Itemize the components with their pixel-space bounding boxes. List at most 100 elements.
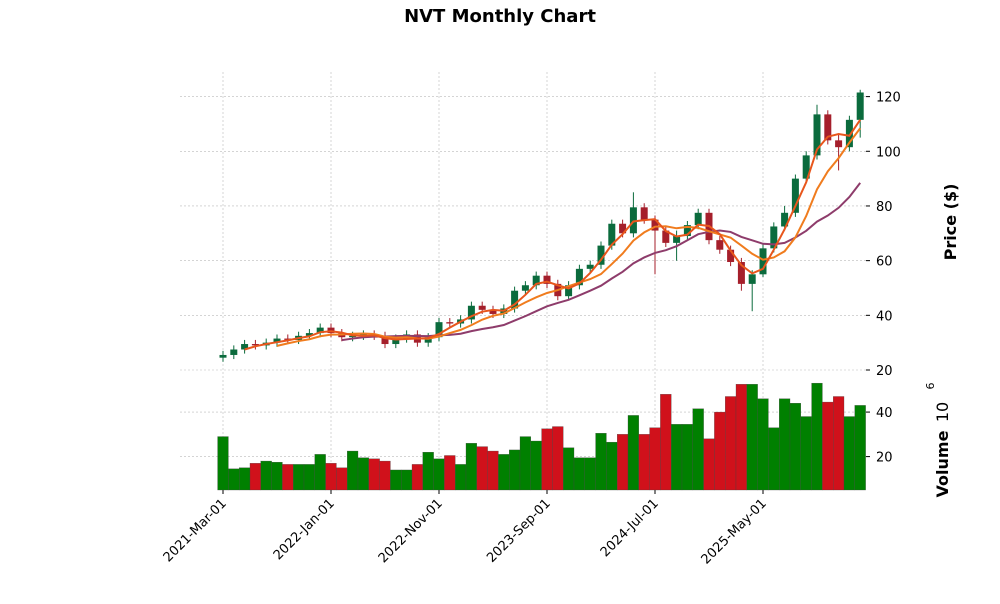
candle-body [662,230,670,243]
chart-title: NVT Monthly Chart [404,6,596,27]
candle-body [608,223,616,246]
volume-bar [638,434,650,491]
volume-bar [671,424,683,491]
volume-bar [239,467,251,491]
candle-body [716,240,724,250]
volume-bar [519,436,531,491]
candle-body [748,274,756,284]
y-tick-label: 100 [876,145,901,160]
candle-body [575,268,583,286]
x-tick-label: 2023-Sep-01 [484,496,554,566]
x-tick-label: 2022-Nov-01 [376,496,446,566]
volume-bar [379,460,391,491]
volume-bar [714,411,726,491]
candle-body [543,275,551,284]
volume-bar [433,458,445,491]
volume-bar [314,454,326,491]
candle-body [586,264,594,269]
y-tick-label: 60 [876,255,893,270]
y-tick-label: 20 [876,451,893,466]
candle-body [489,309,497,314]
candle-body [813,114,821,156]
volume-bar [530,440,542,491]
candle-body [694,212,702,226]
volume-bar [843,416,855,491]
candle-body [424,337,432,343]
candle-body [511,290,519,309]
volume-bar [541,428,553,491]
volume-bar [357,457,369,491]
y-tick-label: 80 [876,200,893,215]
volume-bar [735,384,747,491]
candle-body [241,344,249,350]
volume-bar [303,464,315,491]
volume-bar [260,460,272,491]
volume-axis-label: Volume [933,430,952,497]
candle-body [824,114,832,141]
y-tick-label: 40 [876,309,893,324]
volume-bar [293,464,305,491]
volume-bar [411,464,423,491]
candle-body [619,223,627,234]
moving-average-line [276,127,861,347]
volume-bar [584,457,596,491]
volume-bar [509,449,521,491]
candle-body [230,349,238,355]
y-tick-label: 40 [876,406,893,421]
candle-body [251,344,259,346]
volume-bar [854,405,866,491]
volume-bar [833,396,845,491]
candle-body [683,225,691,237]
x-tick-label: 2022-Jan-01 [271,496,338,563]
candle-body [565,285,573,297]
volume-bar [725,396,737,491]
candle-body [673,236,681,243]
volume-bar [498,454,510,491]
volume-scale: 10 [933,402,952,422]
volume-bar [552,426,564,491]
candle-body [316,327,324,334]
moving-average-line [244,119,862,351]
volume-bar [779,398,791,491]
volume-bar [217,436,229,491]
candle-body [770,226,778,249]
x-tick-label: 2024-Jul-01 [598,496,662,560]
volume-bar [455,464,467,491]
volume-bar [800,416,812,491]
volume-bar [822,401,834,491]
candle-body [392,338,400,345]
volume-bar [487,450,499,491]
x-tick-label: 2025-May-01 [699,496,770,567]
volume-bar [746,384,758,491]
candle-body [284,338,292,340]
y-tick-label: 20 [876,364,893,379]
x-tick-label: 2021-Mar-01 [161,496,230,565]
volume-bar [649,427,661,491]
volume-bar [325,463,337,491]
candle-body [467,305,475,320]
volume-bar [401,469,413,491]
candle-body [845,119,853,148]
volume-bar [563,447,575,491]
y-tick-label: 120 [876,91,901,106]
volume-bar [422,452,434,491]
volume-bar [347,450,359,491]
volume-bar [573,457,585,491]
candle-body [305,333,313,336]
volume-bar [595,433,607,491]
candle-body [446,322,454,324]
volume-bar [811,382,823,491]
volume-bar [617,434,629,491]
candle-body [651,219,659,231]
candle-body [791,178,799,213]
candle-body [349,335,357,338]
volume-bar [271,462,283,491]
candle-body [532,275,540,286]
candle-body [219,354,227,358]
volume-bar [606,441,618,491]
candle-body [629,207,637,234]
volume-bar [768,427,780,491]
volume-bar [336,467,348,491]
